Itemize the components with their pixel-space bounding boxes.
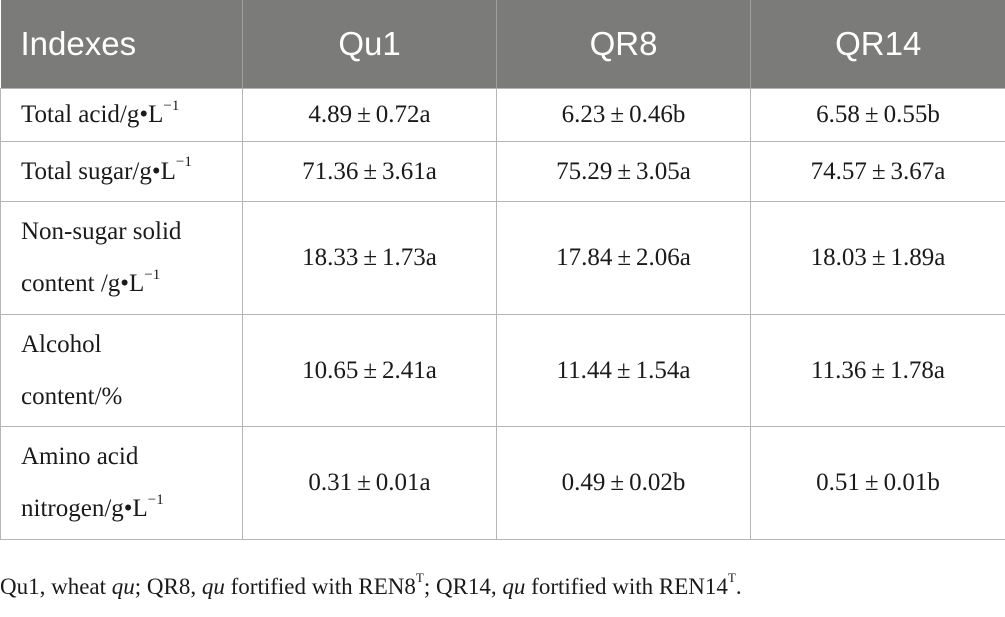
footnote-italic: qu	[502, 574, 526, 599]
row-label: Non-sugar solid content /g•L−1	[0, 201, 243, 315]
table-cell: 18.33 ± 1.73a	[242, 201, 497, 315]
table-footnote: Qu1, wheat qu; QR8, qu fortified with RE…	[0, 571, 742, 600]
header-cell-qu1: Qu1	[242, 0, 497, 89]
row-label-superscript: −1	[144, 266, 161, 283]
table-cell: 6.58 ± 0.55b	[750, 88, 1005, 142]
row-label-superscript: −1	[147, 491, 164, 508]
table-cell: 10.65 ± 2.41a	[242, 314, 497, 427]
table-cell: 4.89 ± 0.72a	[242, 88, 497, 142]
header-row: Indexes Qu1 QR8 QR14	[0, 0, 1005, 89]
table-body: Total acid/g•L−1 4.89 ± 0.72a 6.23 ± 0.4…	[0, 88, 1005, 540]
row-label-line: content/%	[21, 382, 123, 410]
footnote-text: fortified with REN14	[525, 574, 728, 599]
footnote-text: Qu1, wheat	[0, 574, 112, 599]
table-cell: 74.57 ± 3.67a	[750, 141, 1005, 202]
table-cell: 0.51 ± 0.01b	[750, 426, 1005, 540]
table-cell: 18.03 ± 1.89a	[750, 201, 1005, 315]
table-cell: 0.49 ± 0.02b	[496, 426, 751, 540]
row-label: Total sugar/g•L−1	[0, 141, 243, 202]
footnote-text: fortified with REN8	[224, 574, 416, 599]
row-label-line: Non-sugar solid	[21, 218, 182, 245]
row-label: Amino acid nitrogen/g•L−1	[0, 426, 243, 540]
footnote-superscript: T	[727, 570, 736, 586]
table-header: Indexes Qu1 QR8 QR14	[0, 0, 1005, 89]
row-label: Total acid/g•L−1	[0, 88, 243, 142]
table-cell: 11.36 ± 1.78a	[750, 314, 1005, 427]
row-label-text: content /g•L	[21, 270, 145, 297]
row-label-line: Total acid/g•L−1	[21, 89, 242, 141]
table-cell: 17.84 ± 2.06a	[496, 201, 751, 315]
row-label-text: nitrogen/g•L	[21, 495, 148, 522]
table-cell: 6.23 ± 0.46b	[496, 88, 751, 142]
table-cell: 0.31 ± 0.01a	[242, 426, 497, 540]
table-cell: 71.36 ± 3.61a	[242, 141, 497, 202]
table-row: Amino acid nitrogen/g•L−1 0.31 ± 0.01a 0…	[0, 426, 1005, 540]
footnote-italic: qu	[111, 574, 135, 599]
row-label-line: Alcohol	[21, 330, 102, 358]
row-label-line: content /g•L−1	[21, 258, 242, 310]
table-row: Total acid/g•L−1 4.89 ± 0.72a 6.23 ± 0.4…	[0, 88, 1005, 142]
table-row: Total sugar/g•L−1 71.36 ± 3.61a 75.29 ± …	[0, 141, 1005, 202]
row-label-line: nitrogen/g•L−1	[21, 483, 242, 535]
footnote-text: .	[735, 574, 742, 599]
row-label-text: Total sugar/g•L	[21, 157, 176, 185]
header-cell-qr14: QR14	[750, 0, 1005, 89]
footnote-superscript: T	[415, 570, 424, 586]
header-cell-qr8: QR8	[496, 0, 751, 89]
footnote-text: ; QR14,	[423, 574, 503, 599]
row-label-superscript: −1	[163, 97, 180, 114]
header-cell-indexes: Indexes	[0, 0, 243, 89]
footnote-text: ; QR8,	[134, 574, 202, 599]
footnote-italic: qu	[201, 574, 225, 599]
row-label: Alcohol content/%	[0, 314, 243, 427]
row-label-line: Amino acid	[21, 443, 139, 470]
table-row: Alcohol content/% 10.65 ± 2.41a 11.44 ± …	[0, 314, 1005, 427]
table-cell: 11.44 ± 1.54a	[496, 314, 751, 427]
row-label-line: Total sugar/g•L−1	[21, 146, 242, 198]
table-row: Non-sugar solid content /g•L−1 18.33 ± 1…	[0, 201, 1005, 315]
results-table: Indexes Qu1 QR8 QR14 Total acid/g•L−1 4.…	[0, 0, 1005, 540]
row-label-superscript: −1	[175, 154, 192, 171]
table-cell: 75.29 ± 3.05a	[496, 141, 751, 202]
row-label-text: Total acid/g•L	[21, 101, 164, 128]
